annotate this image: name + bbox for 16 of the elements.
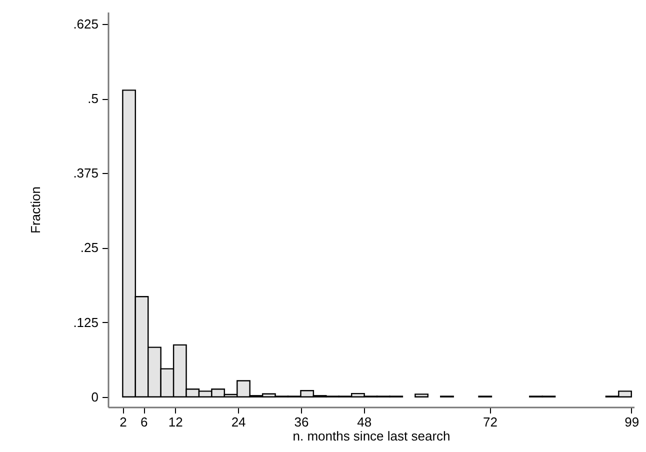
y-axis-title: Fraction: [28, 186, 44, 234]
x-tick-label: 72: [483, 414, 498, 430]
y-tick-label: .5: [88, 91, 98, 106]
y-tick-label: .375: [73, 166, 98, 181]
y-tick-label: .625: [73, 16, 98, 32]
x-tick-label: 48: [357, 414, 372, 430]
y-tick-label: .125: [73, 314, 98, 330]
x-tick-label: 99: [624, 414, 640, 430]
x-tick-label: 6: [140, 414, 148, 430]
y-tick-label: .25: [80, 240, 98, 256]
y-tick-label: 0: [91, 389, 98, 404]
x-tick-label: 36: [294, 414, 309, 430]
x-tick-label: 12: [168, 414, 183, 430]
x-axis-title: n. months since last search: [292, 428, 450, 444]
x-tick-label: 2: [120, 414, 127, 430]
x-tick-label: 24: [231, 414, 246, 430]
